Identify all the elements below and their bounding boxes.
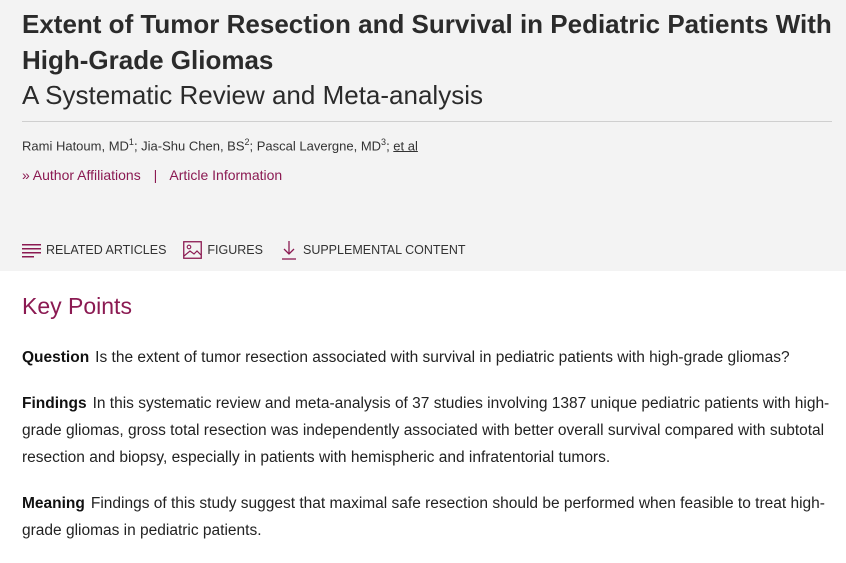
key-point-label: Question xyxy=(22,349,90,366)
article-toolbar: RELATED ARTICLES FIGURES SUPPLEMENTAL CO… xyxy=(22,240,483,260)
article-header: Extent of Tumor Resection and Survival i… xyxy=(0,0,846,271)
key-point-text: In this systematic review and meta-analy… xyxy=(22,395,830,466)
list-icon xyxy=(22,244,41,258)
article-subtitle: A Systematic Review and Meta-analysis xyxy=(22,80,483,110)
author-name[interactable]: Jia-Shu Chen, BS xyxy=(141,138,245,154)
image-icon xyxy=(183,241,203,259)
article-information-link[interactable]: Article Information xyxy=(169,167,283,183)
key-point-label: Meaning xyxy=(22,495,85,512)
key-point-findings: Findings In this systematic review and me… xyxy=(22,390,832,471)
author-name[interactable]: Pascal Lavergne, MD xyxy=(256,138,382,154)
supplemental-content-label: SUPPLEMENTAL CONTENT xyxy=(302,243,466,257)
double-chevron-right-icon: » xyxy=(22,167,30,183)
key-points-heading: Key Points xyxy=(22,293,132,319)
author-affiliations-link[interactable]: » Author Affiliations xyxy=(22,167,145,183)
author-affiliations-label: Author Affiliations xyxy=(32,167,141,183)
download-icon xyxy=(281,241,296,260)
affiliation-number: 2 xyxy=(244,137,250,147)
divider xyxy=(22,121,832,122)
author-list: Rami Hatoum, MD1; Jia-Shu Chen, BS2; Pas… xyxy=(22,137,418,154)
article-meta-links: » Author Affiliations | Article Informati… xyxy=(22,166,282,184)
related-articles-label: RELATED ARTICLES xyxy=(46,243,167,257)
figures-button[interactable]: FIGURES xyxy=(183,240,263,260)
affiliation-number: 3 xyxy=(381,137,387,147)
key-point-text: Findings of this study suggest that maxi… xyxy=(22,495,825,539)
figures-label: FIGURES xyxy=(207,243,263,257)
separator: | xyxy=(153,167,158,183)
key-point-question: Question Is the extent of tumor resection… xyxy=(22,344,832,371)
key-points-section: Key Points Question Is the extent of tumo… xyxy=(22,290,832,563)
related-articles-button[interactable]: RELATED ARTICLES xyxy=(22,240,166,260)
supplemental-content-button[interactable]: SUPPLEMENTAL CONTENT xyxy=(280,240,466,260)
key-point-label: Findings xyxy=(22,395,87,412)
author-name[interactable]: Rami Hatoum, MD xyxy=(22,138,129,154)
key-point-text: Is the extent of tumor resection associa… xyxy=(95,349,790,366)
key-point-meaning: Meaning Findings of this study suggest th… xyxy=(22,490,832,544)
affiliation-number: 1 xyxy=(128,137,134,147)
article-title: Extent of Tumor Resection and Survival i… xyxy=(22,9,832,75)
et-al-link[interactable]: et al xyxy=(393,138,418,154)
